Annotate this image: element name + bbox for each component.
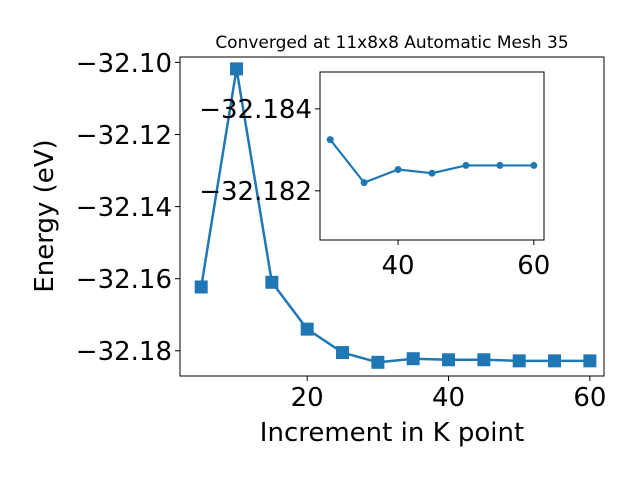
main-x-tick-label: 60 [573, 383, 606, 413]
main-data-point [477, 353, 491, 367]
main-y-axis-label: Energy (eV) [30, 139, 60, 292]
inset-x-tick-label: 60 [517, 251, 550, 281]
main-data-point [512, 354, 526, 368]
inset-x-ticks: 40 60 [382, 240, 550, 281]
inset-plot-area [326, 136, 538, 187]
inset-background [320, 72, 544, 240]
inset-data-point [360, 179, 368, 187]
inset-data-point [462, 161, 470, 169]
main-y-tick-label: −32.14 [76, 193, 172, 223]
main-y-tick-label: −32.12 [76, 121, 172, 151]
main-data-point [548, 354, 562, 368]
main-x-axis-label: Increment in K point [260, 418, 524, 448]
main-plot-area [194, 62, 597, 369]
main-data-point [442, 353, 456, 367]
main-y-ticks: −32.10 −32.12 −32.14 −32.16 −32.18 [76, 49, 180, 367]
main-x-ticks: 20 40 60 [291, 376, 606, 413]
inset-data-point [394, 166, 402, 174]
inset-data-point [530, 161, 538, 169]
main-data-point [265, 275, 279, 289]
main-data-point [300, 322, 314, 336]
inset-axes: 40 60 −32.184 −32.182 [199, 71, 550, 281]
main-data-point [406, 352, 420, 366]
main-x-tick-label: 40 [432, 383, 465, 413]
main-data-point [583, 354, 597, 368]
main-y-tick-label: −32.16 [76, 265, 172, 295]
main-y-tick-label: −32.18 [76, 337, 172, 367]
inset-y-ticks: −32.184 −32.182 [199, 95, 320, 207]
inset-x-tick-label: 40 [382, 251, 415, 281]
main-data-point [230, 62, 244, 76]
inset-frame [319, 71, 545, 241]
inset-data-point [428, 169, 436, 177]
main-data-point [194, 280, 208, 294]
inset-data-point [326, 136, 334, 144]
main-data-point [371, 355, 385, 369]
main-frame [179, 56, 605, 377]
main-y-tick-label: −32.10 [76, 49, 172, 79]
main-axes: Converged at 11x8x8 Automatic Mesh 35 20… [30, 33, 606, 448]
inset-y-tick-label: −32.184 [199, 95, 312, 125]
main-title: Converged at 11x8x8 Automatic Mesh 35 [215, 33, 568, 53]
main-x-tick-label: 20 [291, 383, 324, 413]
main-data-point [336, 346, 350, 360]
inset-data-point [496, 161, 504, 169]
inset-y-tick-label: −32.182 [199, 177, 312, 207]
